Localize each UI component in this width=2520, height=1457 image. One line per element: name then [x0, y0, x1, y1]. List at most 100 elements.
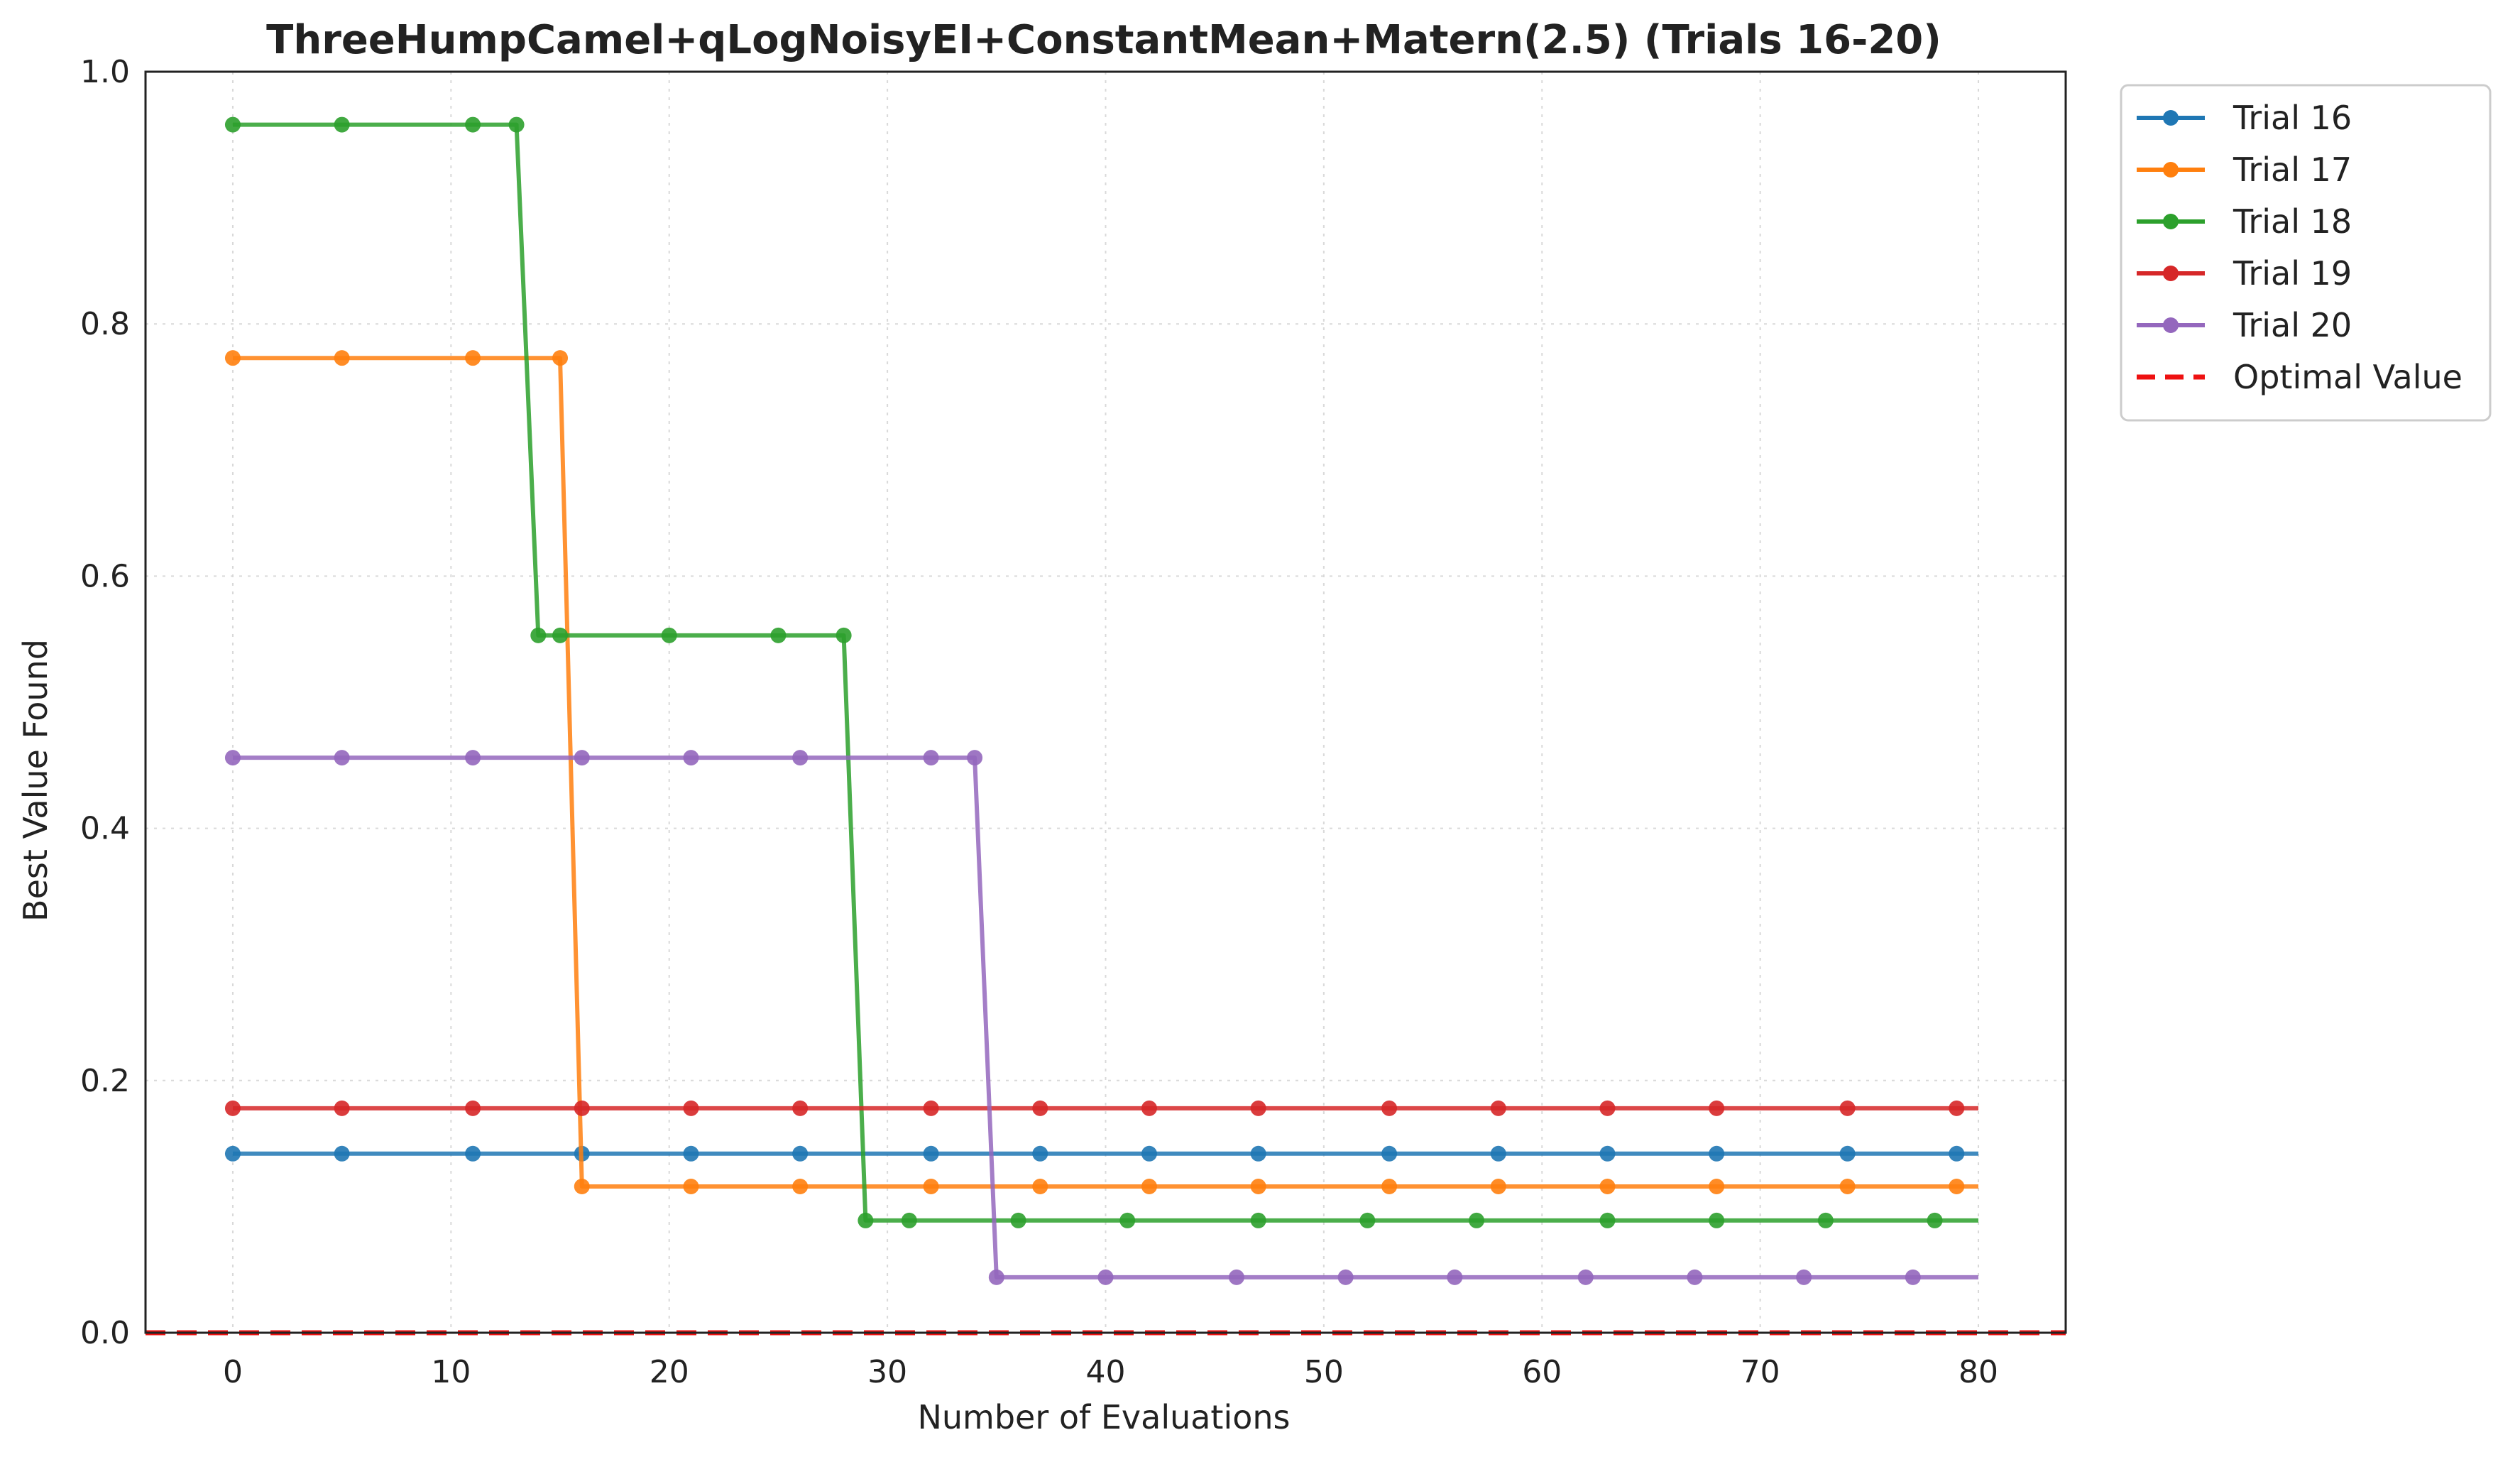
data-point — [683, 1145, 699, 1162]
data-point — [683, 750, 699, 766]
data-point — [1141, 1100, 1157, 1116]
data-point — [923, 1145, 939, 1162]
x-tick-label: 10 — [431, 1354, 471, 1390]
legend-label: Trial 17 — [2233, 151, 2352, 189]
x-tick-label: 60 — [1522, 1354, 1562, 1390]
data-point — [967, 750, 983, 766]
data-point — [1141, 1145, 1157, 1162]
data-point — [792, 1100, 809, 1116]
data-point — [1447, 1269, 1463, 1285]
data-point — [1141, 1178, 1157, 1194]
data-point — [1032, 1178, 1048, 1194]
grid — [146, 71, 2066, 1333]
data-point — [923, 1100, 939, 1116]
data-point — [858, 1212, 874, 1228]
legend-marker — [2163, 110, 2179, 126]
legend-marker — [2163, 317, 2179, 333]
data-point — [465, 116, 481, 133]
data-point — [465, 1100, 481, 1116]
data-point — [224, 350, 241, 366]
legend-label: Trial 20 — [2233, 306, 2352, 344]
data-point — [552, 627, 569, 643]
data-point — [1228, 1269, 1244, 1285]
x-tick-label: 40 — [1086, 1354, 1126, 1390]
data-point — [1927, 1212, 1943, 1228]
data-point — [901, 1212, 917, 1228]
legend-label: Trial 18 — [2233, 202, 2352, 241]
chart-title: ThreeHumpCamel+qLogNoisyEI+ConstantMean+… — [266, 17, 1941, 63]
legend-item: Trial 17 — [2137, 151, 2352, 189]
data-point — [574, 1100, 590, 1116]
data-point — [1709, 1212, 1725, 1228]
data-point — [1949, 1145, 1965, 1162]
series-trial-19 — [224, 1100, 1978, 1116]
data-point — [923, 750, 939, 766]
data-point — [224, 1100, 241, 1116]
legend-box — [2120, 84, 2492, 422]
x-tick-label: 70 — [1741, 1354, 1780, 1390]
data-point — [792, 1178, 809, 1194]
data-point — [1490, 1100, 1506, 1116]
data-point — [334, 350, 350, 366]
data-point — [1381, 1145, 1398, 1162]
series-trial-17 — [224, 350, 1978, 1194]
data-point — [465, 350, 481, 366]
data-point — [574, 1178, 590, 1194]
data-point — [334, 750, 350, 766]
legend-label: Optimal Value — [2233, 358, 2463, 396]
data-point — [574, 750, 590, 766]
ticks: 0 10 20 30 40 50 60 70 80 0.0 0.2 0.4 0.6 0.8 1.0 — [80, 54, 1998, 1390]
series-line — [233, 755, 1978, 1279]
data-point — [1250, 1212, 1266, 1228]
legend-item: Optimal Value — [2137, 358, 2463, 396]
data-point — [683, 1100, 699, 1116]
x-axis-label: Number of Evaluations — [917, 1398, 1290, 1436]
legend-item: Trial 16 — [2137, 99, 2352, 137]
data-point — [1817, 1212, 1834, 1228]
data-point — [1032, 1100, 1048, 1116]
data-point — [552, 350, 569, 366]
data-point — [1250, 1100, 1266, 1116]
data-point — [923, 1178, 939, 1194]
data-point — [334, 1145, 350, 1162]
data-point — [1839, 1145, 1856, 1162]
data-point — [1381, 1100, 1398, 1116]
data-point — [1687, 1269, 1703, 1285]
data-point — [1490, 1145, 1506, 1162]
x-tick-label: 80 — [1959, 1354, 1998, 1390]
data-point — [792, 1145, 809, 1162]
data-point — [224, 750, 241, 766]
data-point — [1577, 1269, 1594, 1285]
data-point — [1119, 1212, 1136, 1228]
y-tick-label: 0.6 — [80, 558, 130, 594]
y-tick-label: 1.0 — [80, 54, 130, 90]
data-point — [1097, 1269, 1114, 1285]
data-point — [1337, 1269, 1354, 1285]
x-tick-label: 0 — [223, 1354, 243, 1390]
data-point — [1010, 1212, 1026, 1228]
legend-item: Trial 19 — [2137, 254, 2352, 293]
y-tick-label: 0.8 — [80, 306, 130, 342]
legend-marker — [2163, 266, 2179, 281]
y-tick-label: 0.2 — [80, 1063, 130, 1099]
data-point — [465, 1145, 481, 1162]
x-tick-label: 50 — [1304, 1354, 1344, 1390]
data-point — [508, 116, 525, 133]
y-tick-label: 0.0 — [80, 1315, 130, 1351]
legend: Trial 16 Trial 17 Trial 18 Trial 19 Trial 20… — [2120, 84, 2492, 422]
x-tick-label: 20 — [650, 1354, 689, 1390]
data-point — [1599, 1178, 1616, 1194]
y-tick-label: 0.4 — [80, 811, 130, 847]
series-trial-16 — [224, 1145, 1978, 1162]
data-point — [334, 116, 350, 133]
data-point — [792, 750, 809, 766]
legend-marker — [2163, 162, 2179, 178]
data-point — [1381, 1178, 1398, 1194]
data-point — [1949, 1100, 1965, 1116]
x-tick-label: 30 — [867, 1354, 907, 1390]
data-point — [1839, 1100, 1856, 1116]
plot-frame — [144, 70, 2067, 1334]
data-point — [1949, 1178, 1965, 1194]
data-point — [683, 1178, 699, 1194]
